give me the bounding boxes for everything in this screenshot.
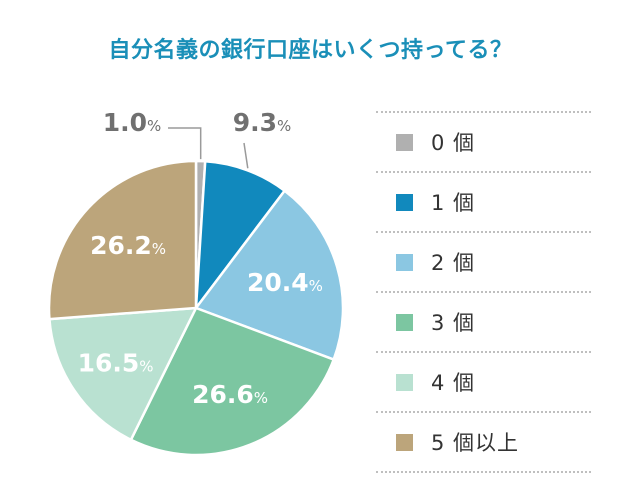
pie-slice-5-plus [47, 159, 198, 321]
legend-label: 3 個 [431, 311, 476, 335]
leader-line-0 [168, 127, 202, 160]
data-label-0: 1.0% [103, 108, 162, 137]
legend-swatch [396, 133, 413, 151]
data-label-2: 20.4% [247, 268, 323, 297]
legend-item-2: 2 個 [376, 233, 591, 293]
data-label-3: 26.6% [192, 380, 268, 409]
legend-swatch [396, 313, 413, 331]
pie-slice-3 [129, 306, 335, 457]
legend-label: 5 個以上 [431, 431, 520, 455]
legend-label: 0 個 [431, 131, 476, 155]
legend: 0 個 1 個 2 個 3 個 4 個 5 個以上 [376, 111, 591, 473]
legend-label: 2 個 [431, 251, 476, 275]
pie-slice-2 [194, 189, 345, 361]
legend-item-4: 4 個 [376, 353, 591, 413]
legend-swatch [396, 253, 413, 271]
legend-item-0: 0 個 [376, 113, 591, 173]
leader-line-1 [243, 142, 249, 169]
legend-item-1: 1 個 [376, 173, 591, 233]
data-label-1: 9.3% [233, 108, 292, 137]
legend-swatch [396, 373, 413, 391]
data-label-4: 16.5% [78, 348, 154, 377]
chart-title: 自分名義の銀行口座はいくつ持ってる？ [108, 38, 513, 63]
legend-label: 4 個 [431, 371, 476, 395]
legend-swatch [396, 433, 413, 451]
legend-swatch [396, 193, 413, 211]
pie-slice-1 [194, 160, 286, 310]
legend-label: 1 個 [431, 191, 476, 215]
legend-item-5-plus: 5 個以上 [376, 413, 591, 473]
data-label-5-plus: 26.2% [90, 231, 166, 260]
legend-item-3: 3 個 [376, 293, 591, 353]
pie-slice-4 [48, 306, 198, 442]
